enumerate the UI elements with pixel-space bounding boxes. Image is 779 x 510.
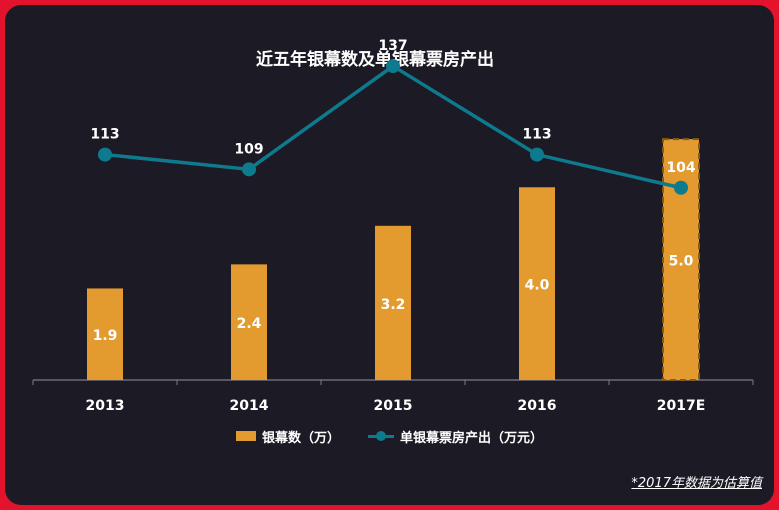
line-label-2017E: 104	[666, 160, 695, 176]
chart-canvas: 1.9 2.4 3.2 4.0 5.0 113 109 137 113 104 2013 2014 20…	[32, 38, 754, 414]
bar-label-2015: 3.2	[381, 297, 406, 313]
chart-frame: 近五年银幕数及单银幕票房产出 1.9 2.4 3.2 4.0 5.0 113 109 137 1…	[5, 5, 774, 505]
bar-label-2016: 4.0	[525, 278, 550, 294]
line-label-2014: 109	[234, 141, 263, 157]
legend-bar-label: 银幕数（万）	[261, 430, 340, 446]
chart-title: 近五年银幕数及单银幕票房产出	[256, 50, 494, 70]
line-label-2015: 137	[378, 38, 407, 54]
x-tick-label-2014: 2014	[230, 398, 269, 414]
line-series	[104, 64, 682, 190]
line-label-2016: 113	[522, 127, 551, 143]
line-point-2015	[386, 59, 400, 74]
line-point-2013	[98, 147, 112, 162]
bar-label-2014: 2.4	[237, 316, 262, 332]
x-tick-label-2015: 2015	[374, 398, 413, 414]
bar-label-2013: 1.9	[93, 328, 118, 344]
legend-item-line: 单银幕票房产出（万元）	[368, 427, 543, 446]
legend-line-label: 单银幕票房产出（万元）	[400, 430, 544, 446]
line-point-2014	[242, 162, 256, 177]
bar-2016	[519, 187, 555, 380]
x-tick-label-2017E: 2017E	[657, 398, 706, 414]
bar-label-2017E: 5.0	[669, 254, 694, 270]
chart-legend: 银幕数（万） 单银幕票房产出（万元）	[5, 425, 774, 447]
line-label-2013: 113	[90, 127, 119, 143]
x-tick-label-2013: 2013	[86, 398, 125, 414]
footnote: *2017年数据为估算值	[631, 476, 762, 491]
line-point-2016	[530, 147, 544, 162]
legend-item-bars: 银幕数（万）	[235, 427, 340, 446]
bar-2017E	[662, 138, 700, 381]
legend-bar-swatch	[235, 431, 256, 441]
bar-2015	[375, 225, 411, 380]
x-tick-label-2016: 2016	[518, 398, 557, 414]
bar-2013	[87, 288, 123, 380]
legend-line-swatch	[368, 430, 394, 442]
bar-2014	[231, 264, 267, 380]
line-point-2017E	[674, 180, 688, 195]
